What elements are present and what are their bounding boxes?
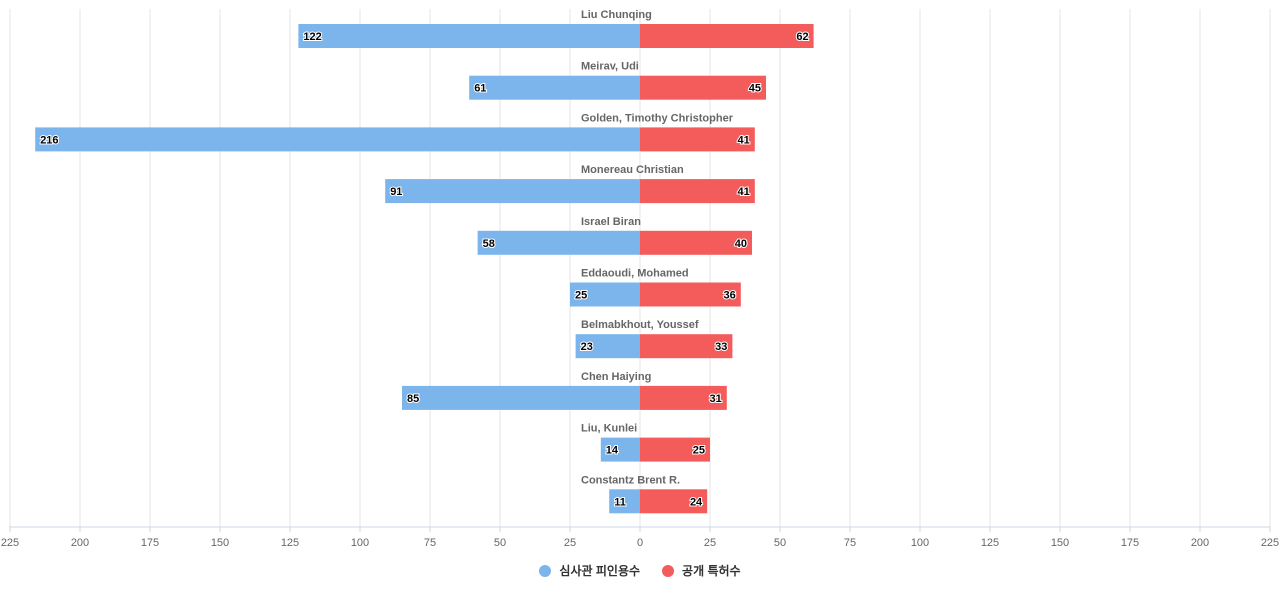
legend-item-right[interactable]: 공개 특허수 xyxy=(662,562,741,579)
data-label-left: 58 xyxy=(483,238,495,250)
bar-right xyxy=(640,282,741,307)
data-label-right: 24 xyxy=(690,496,703,508)
data-label-right: 62 xyxy=(796,31,808,43)
data-label-right: 45 xyxy=(749,83,761,95)
x-tick-label: 125 xyxy=(281,537,299,549)
x-tick-label: 75 xyxy=(424,537,436,549)
data-label-left: 91 xyxy=(390,186,402,198)
bar-left xyxy=(469,75,640,100)
bar-right xyxy=(640,385,727,410)
bar-left xyxy=(477,230,640,255)
data-label-left: 61 xyxy=(474,83,486,95)
legend-marker-icon xyxy=(539,564,552,577)
bar-left xyxy=(298,24,640,48)
bar-right xyxy=(640,127,755,152)
legend: 심사관 피인용수 공개 특허수 xyxy=(0,562,1280,579)
category-label: Liu, Kunlei xyxy=(581,423,637,435)
category-label: Chen Haiying xyxy=(581,371,651,383)
data-label-left: 122 xyxy=(303,31,321,43)
data-label-left: 85 xyxy=(407,393,419,405)
x-tick-label: 225 xyxy=(1261,537,1279,549)
bar-left xyxy=(385,179,640,204)
data-label-right: 41 xyxy=(738,134,750,146)
x-tick-label: 225 xyxy=(1,537,19,549)
category-label: Constantz Brent R. xyxy=(581,474,680,486)
data-label-right: 36 xyxy=(724,290,736,302)
bar-left xyxy=(570,282,640,307)
legend-label-right: 공개 특허수 xyxy=(682,564,741,578)
category-label: Israel Biran xyxy=(581,216,641,228)
legend-item-left[interactable]: 심사관 피인용수 xyxy=(539,562,640,579)
data-label-left: 25 xyxy=(575,290,587,302)
data-label-left: 216 xyxy=(40,134,58,146)
x-tick-label: 175 xyxy=(1121,537,1139,549)
category-label: Monereau Christian xyxy=(581,164,684,176)
data-label-right: 40 xyxy=(735,238,747,250)
data-label-right: 25 xyxy=(693,445,705,457)
bar-layer xyxy=(35,24,814,514)
axis-layer: 225 200 175 150 125 100 75 50 25 0 25 50 75 100 125 150… xyxy=(1,526,1279,549)
category-label: Liu Chunqing xyxy=(581,9,652,21)
x-tick-label: 25 xyxy=(564,537,576,549)
category-label: Golden, Timothy Christopher xyxy=(581,112,734,124)
bar-left xyxy=(609,489,640,514)
label-layer: Liu Chunqing 122 62 Meirav, Udi 61 45 Golden, … xyxy=(39,9,809,509)
x-tick-label: 100 xyxy=(351,537,369,549)
category-label: Belmabkhout, Youssef xyxy=(581,319,699,331)
data-label-right: 31 xyxy=(710,393,722,405)
data-label-left: 23 xyxy=(581,341,593,353)
bar-right xyxy=(640,489,708,514)
bar-right xyxy=(640,179,755,204)
x-tick-label: 0 xyxy=(637,537,643,549)
legend-marker-icon xyxy=(662,564,675,577)
x-tick-label: 125 xyxy=(981,537,999,549)
x-tick-label: 200 xyxy=(71,537,89,549)
bar-right xyxy=(640,75,766,100)
bar-right xyxy=(640,230,752,255)
bar-right xyxy=(640,334,733,359)
x-tick-label: 50 xyxy=(774,537,786,549)
bar-left xyxy=(35,127,640,152)
bar-right xyxy=(640,24,814,48)
data-label-right: 33 xyxy=(715,341,727,353)
data-label-left: 11 xyxy=(614,496,626,508)
bar-left xyxy=(600,437,640,462)
category-label: Meirav, Udi xyxy=(581,61,639,73)
x-tick-label: 25 xyxy=(704,537,716,549)
category-label: Eddaoudi, Mohamed xyxy=(581,268,689,280)
x-tick-label: 175 xyxy=(141,537,159,549)
x-tick-label: 150 xyxy=(1051,537,1069,549)
bar-right xyxy=(640,437,710,462)
data-label-right: 41 xyxy=(738,186,750,198)
bar-left xyxy=(575,334,640,359)
x-tick-label: 50 xyxy=(494,537,506,549)
x-tick-label: 100 xyxy=(911,537,929,549)
legend-label-left: 심사관 피인용수 xyxy=(559,564,641,578)
x-tick-label: 150 xyxy=(211,537,229,549)
x-tick-label: 75 xyxy=(844,537,856,549)
x-tick-label: 200 xyxy=(1191,537,1209,549)
data-label-left: 14 xyxy=(606,445,619,457)
diverging-bar-chart: Liu Chunqing 122 62 Meirav, Udi 61 45 Golden, … xyxy=(1,9,1279,549)
bar-left xyxy=(402,385,640,410)
